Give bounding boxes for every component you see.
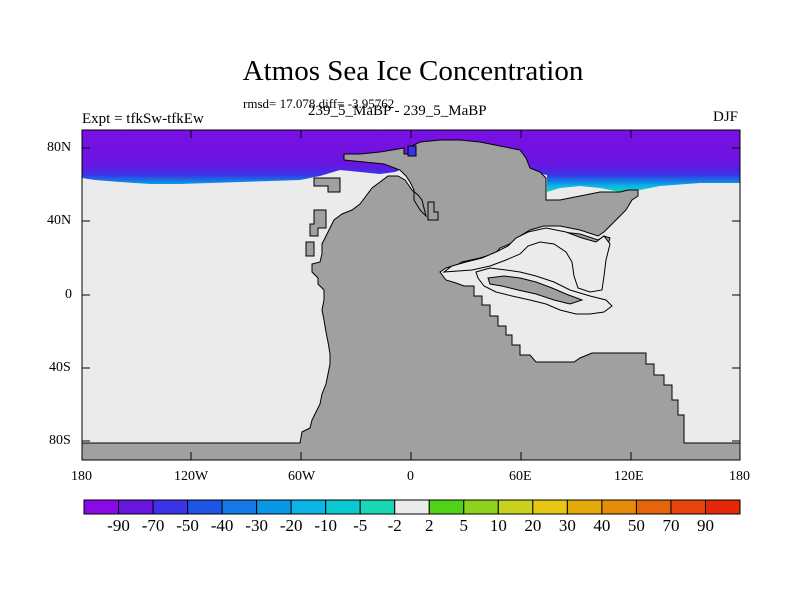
lat-label-40n: 40N [47,213,72,228]
colorbar-swatch [83,499,120,515]
colorbar-swatch [704,499,741,515]
colorbar-label: 2 [425,516,434,535]
colorbar-label: 70 [662,516,680,535]
colorbar-label: -5 [353,516,368,535]
colorbar-swatch [290,499,327,515]
inner-sea [442,227,611,293]
lat-label-80s: 80S [49,433,71,448]
colorbar-swatch [118,499,154,515]
colorbar-label: -70 [141,516,165,535]
inner-land [487,275,584,305]
colorbar [83,499,741,515]
lon-label-60w: 60W [288,469,316,484]
lat-label-40s: 40S [49,360,71,375]
colorbar-label: 90 [696,516,714,535]
colorbar-label: -30 [245,516,268,535]
colorbar-swatch [497,499,534,515]
colorbar-label: -20 [279,516,303,535]
colorbar-label: 20 [524,516,542,535]
colorbar-swatch [359,499,396,515]
stats-text: rmsd= 17.078 diff= -3.95762 [243,96,395,111]
lon-label-180e: 180 [729,469,750,484]
colorbar-label: 5 [459,516,469,535]
colorbar-swatch [428,499,465,515]
colorbar-swatch [463,499,499,515]
period-label: 239_5_MaBP - 239_5_MaBP [308,103,487,119]
lon-label-120w: 120W [174,469,209,484]
lat-label-80n: 80N [47,140,72,155]
colorbar-label: 30 [558,516,576,535]
colorbar-swatch [187,499,223,515]
colorbar-swatch [635,499,672,515]
colorbar-label: 10 [489,516,507,535]
lat-ticks [82,147,740,442]
colorbar-swatch [221,499,258,515]
lon-label-120e: 120E [614,469,644,484]
colorbar-swatch [152,499,189,515]
lon-ticks [81,130,632,460]
colorbar-swatch [394,499,430,515]
colorbar-swatch [670,499,706,515]
colorbar-label: -50 [176,516,199,535]
lon-label-0: 0 [407,469,414,484]
colorbar-label: -90 [107,516,130,535]
colorbar-swatch [256,499,292,515]
islands [305,145,439,257]
lon-label-180w: 180 [71,469,92,484]
lat-label-0: 0 [65,287,72,302]
colorbar-label: -2 [387,516,402,535]
colorbar-label: -40 [210,516,234,535]
season-label: DJF [712,109,738,125]
experiment-label: Expt = tfkSw-tfkEw [82,111,204,127]
colorbar-swatch [566,499,603,515]
plot-title: Atmos Sea Ice Concentration [242,55,584,87]
colorbar-swatch [601,499,637,515]
colorbar-label: 40 [593,516,611,535]
colorbar-label: -10 [314,516,338,535]
colorbar-swatch [532,499,568,515]
colorbar-swatch [325,499,361,515]
lon-label-60e: 60E [509,469,532,484]
colorbar-label: 50 [627,516,645,535]
